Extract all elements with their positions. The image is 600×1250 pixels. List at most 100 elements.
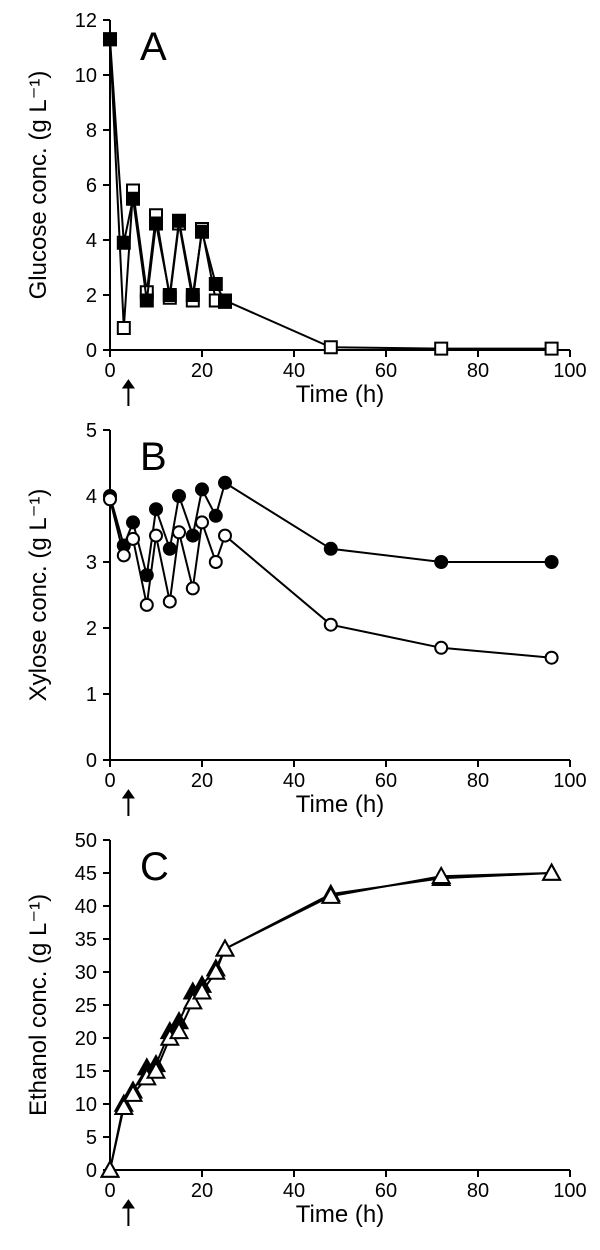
ytick-label: 0 — [86, 340, 97, 362]
ytick-label: 45 — [75, 863, 97, 885]
marker-xylose-filled — [127, 516, 139, 528]
marker-glucose-filled — [219, 296, 231, 308]
marker-xylose-filled — [219, 477, 231, 489]
marker-xylose-open — [164, 596, 176, 608]
axes — [110, 840, 570, 1170]
series-line-xylose-open — [110, 499, 552, 657]
xtick-label: 20 — [191, 1180, 213, 1202]
marker-glucose-filled — [210, 278, 222, 290]
marker-glucose-filled — [187, 289, 199, 301]
marker-xylose-open — [325, 619, 337, 631]
xtick-label: 40 — [283, 360, 305, 382]
xtick-label: 0 — [104, 1180, 115, 1202]
marker-xylose-filled — [173, 490, 185, 502]
marker-xylose-filled — [325, 543, 337, 555]
axes — [110, 20, 570, 350]
marker-ethanol-open — [543, 865, 560, 880]
ytick-label: 20 — [75, 1028, 97, 1050]
y-axis-title: Xylose conc. (g L⁻¹) — [25, 489, 52, 702]
marker-xylose-filled — [546, 556, 558, 568]
ytick-label: 5 — [86, 420, 97, 442]
ytick-label: 0 — [86, 1160, 97, 1182]
marker-ethanol-open — [217, 941, 234, 956]
marker-glucose-filled — [173, 215, 185, 227]
marker-xylose-open — [187, 582, 199, 594]
marker-glucose-filled — [141, 295, 153, 307]
feed-arrow-icon — [123, 380, 134, 406]
marker-glucose-filled — [196, 226, 208, 238]
ytick-label: 30 — [75, 962, 97, 984]
ytick-label: 6 — [86, 175, 97, 197]
ytick-label: 35 — [75, 929, 97, 951]
xtick-label: 80 — [467, 360, 489, 382]
ytick-label: 2 — [86, 618, 97, 640]
ytick-label: 8 — [86, 120, 97, 142]
x-axis-title: Time (h) — [296, 381, 384, 408]
marker-xylose-open — [546, 652, 558, 664]
figure-root: 020406080100024681012Time (h)Glucose con… — [0, 0, 600, 1233]
xtick-label: 20 — [191, 360, 213, 382]
ytick-label: 10 — [75, 65, 97, 87]
axes — [110, 430, 570, 760]
panel-label: B — [140, 435, 167, 479]
marker-glucose-filled — [104, 33, 116, 45]
y-axis-title: Glucose conc. (g L⁻¹) — [25, 71, 52, 300]
panel-B: 0 20 40 60 80 100 0 1 2 3 4 5 Time (h) Xylose conc. (… — [20, 420, 600, 840]
marker-glucose-open — [118, 322, 130, 334]
ytick-label: 15 — [75, 1061, 97, 1083]
marker-glucose-open — [546, 343, 558, 355]
ytick-label: 40 — [75, 896, 97, 918]
marker-xylose-open — [150, 530, 162, 542]
xtick-label: 20 — [191, 770, 213, 792]
marker-xylose-filled — [196, 483, 208, 495]
marker-xylose-open — [173, 526, 185, 538]
marker-glucose-open — [435, 343, 447, 355]
panel-label: C — [140, 845, 169, 889]
xtick-label: 40 — [283, 1180, 305, 1202]
xtick-label: 60 — [375, 360, 397, 382]
marker-xylose-open — [435, 642, 447, 654]
marker-xylose-open — [127, 533, 139, 545]
marker-xylose-filled — [150, 503, 162, 515]
xtick-label: 40 — [283, 770, 305, 792]
x-axis-title: Time (h) — [296, 1201, 384, 1228]
xtick-label: 0 — [104, 770, 115, 792]
xtick-label: 80 — [467, 1180, 489, 1202]
ytick-label: 25 — [75, 995, 97, 1017]
ytick-label: 4 — [86, 486, 97, 508]
marker-xylose-open — [104, 493, 116, 505]
marker-xylose-open — [196, 516, 208, 528]
marker-glucose-filled — [150, 218, 162, 230]
marker-xylose-open — [141, 599, 153, 611]
marker-xylose-open — [219, 530, 231, 542]
marker-glucose-filled — [127, 193, 139, 205]
ytick-label: 50 — [75, 830, 97, 852]
panel-label: A — [140, 25, 167, 69]
feed-arrow-icon — [123, 1200, 134, 1226]
panel-C: 02040608010005101520253035404550Time (h)… — [20, 830, 600, 1250]
ytick-label: 3 — [86, 552, 97, 574]
xtick-label: 100 — [553, 1180, 586, 1202]
marker-xylose-open — [118, 549, 130, 561]
ytick-label: 4 — [86, 230, 97, 252]
marker-xylose-filled — [187, 530, 199, 542]
xtick-label: 60 — [375, 770, 397, 792]
xtick-label: 60 — [375, 1180, 397, 1202]
panel-A: 020406080100024681012Time (h)Glucose con… — [20, 10, 600, 430]
xtick-label: 0 — [104, 360, 115, 382]
y-axis-title: Ethanol conc. (g L⁻¹) — [25, 894, 52, 1116]
xtick-label: 80 — [467, 770, 489, 792]
marker-glucose-open — [325, 341, 337, 353]
ytick-label: 0 — [86, 750, 97, 772]
x-axis-title: Time (h) — [296, 791, 384, 818]
marker-xylose-filled — [164, 543, 176, 555]
xtick-label: 100 — [553, 770, 586, 792]
marker-xylose-filled — [210, 510, 222, 522]
ytick-label: 10 — [75, 1094, 97, 1116]
marker-glucose-filled — [118, 237, 130, 249]
xtick-label: 100 — [553, 360, 586, 382]
feed-arrow-icon — [123, 790, 134, 816]
ytick-label: 1 — [86, 684, 97, 706]
ytick-label: 12 — [75, 10, 97, 32]
marker-xylose-filled — [435, 556, 447, 568]
